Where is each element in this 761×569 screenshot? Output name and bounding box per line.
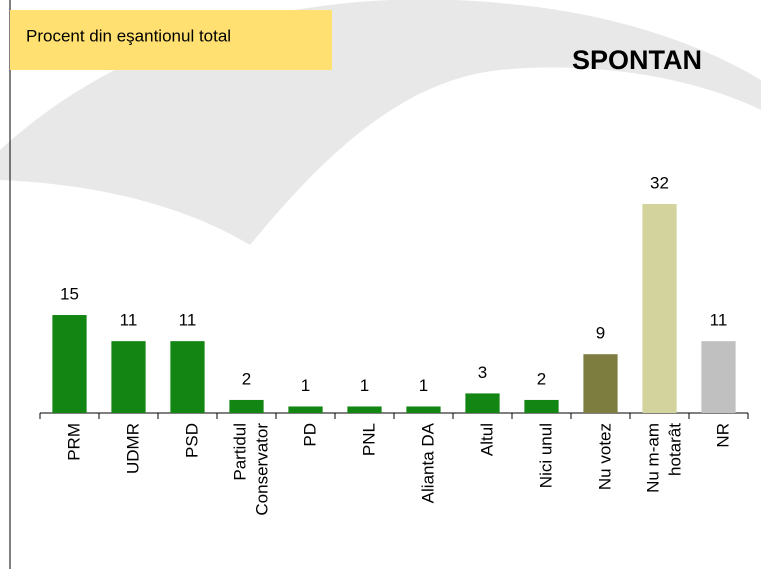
- value-label: 11: [179, 311, 197, 330]
- value-label: 15: [60, 285, 79, 304]
- value-label: 9: [596, 324, 605, 343]
- value-label: 1: [301, 376, 310, 395]
- bar: [406, 406, 441, 413]
- x-tick-label: Altul: [478, 423, 497, 456]
- subtitle-box: [10, 10, 332, 70]
- bar: [111, 341, 146, 413]
- bar: [52, 315, 87, 413]
- value-label: 11: [120, 311, 138, 330]
- bar: [465, 393, 500, 413]
- x-tick-label: PD: [301, 423, 320, 447]
- bar: [642, 204, 677, 413]
- chart-title: SPONTAN: [572, 45, 702, 75]
- x-tick-label: UDMR: [124, 423, 143, 474]
- bar: [288, 406, 323, 413]
- x-tick-label: NR: [714, 423, 733, 448]
- value-label: 11: [710, 311, 728, 330]
- x-tick-label: PSD: [183, 423, 202, 458]
- x-tick-label: PNL: [360, 423, 379, 456]
- bar: [170, 341, 205, 413]
- value-label: 3: [478, 363, 487, 382]
- bar: [583, 354, 618, 413]
- x-tick-label: Alianta DA: [419, 422, 438, 503]
- subtitle: Procent din eşantionul total: [26, 26, 231, 45]
- bar: [229, 399, 264, 413]
- value-label: 1: [360, 376, 369, 395]
- x-tick-label: Partidul Conservator: [231, 423, 272, 516]
- value-label: 32: [650, 173, 669, 192]
- value-label: 1: [419, 376, 428, 395]
- value-label: 2: [537, 369, 546, 388]
- x-tick-label: Nu votez: [596, 423, 615, 490]
- x-tick-label: PRM: [65, 423, 84, 461]
- bar: [524, 399, 559, 413]
- bar: [701, 341, 736, 413]
- bar: [347, 406, 382, 413]
- x-tick-label: Nici unul: [537, 423, 556, 488]
- value-label: 2: [242, 369, 251, 388]
- x-tick-label: Nu m-am hotarât: [644, 423, 685, 493]
